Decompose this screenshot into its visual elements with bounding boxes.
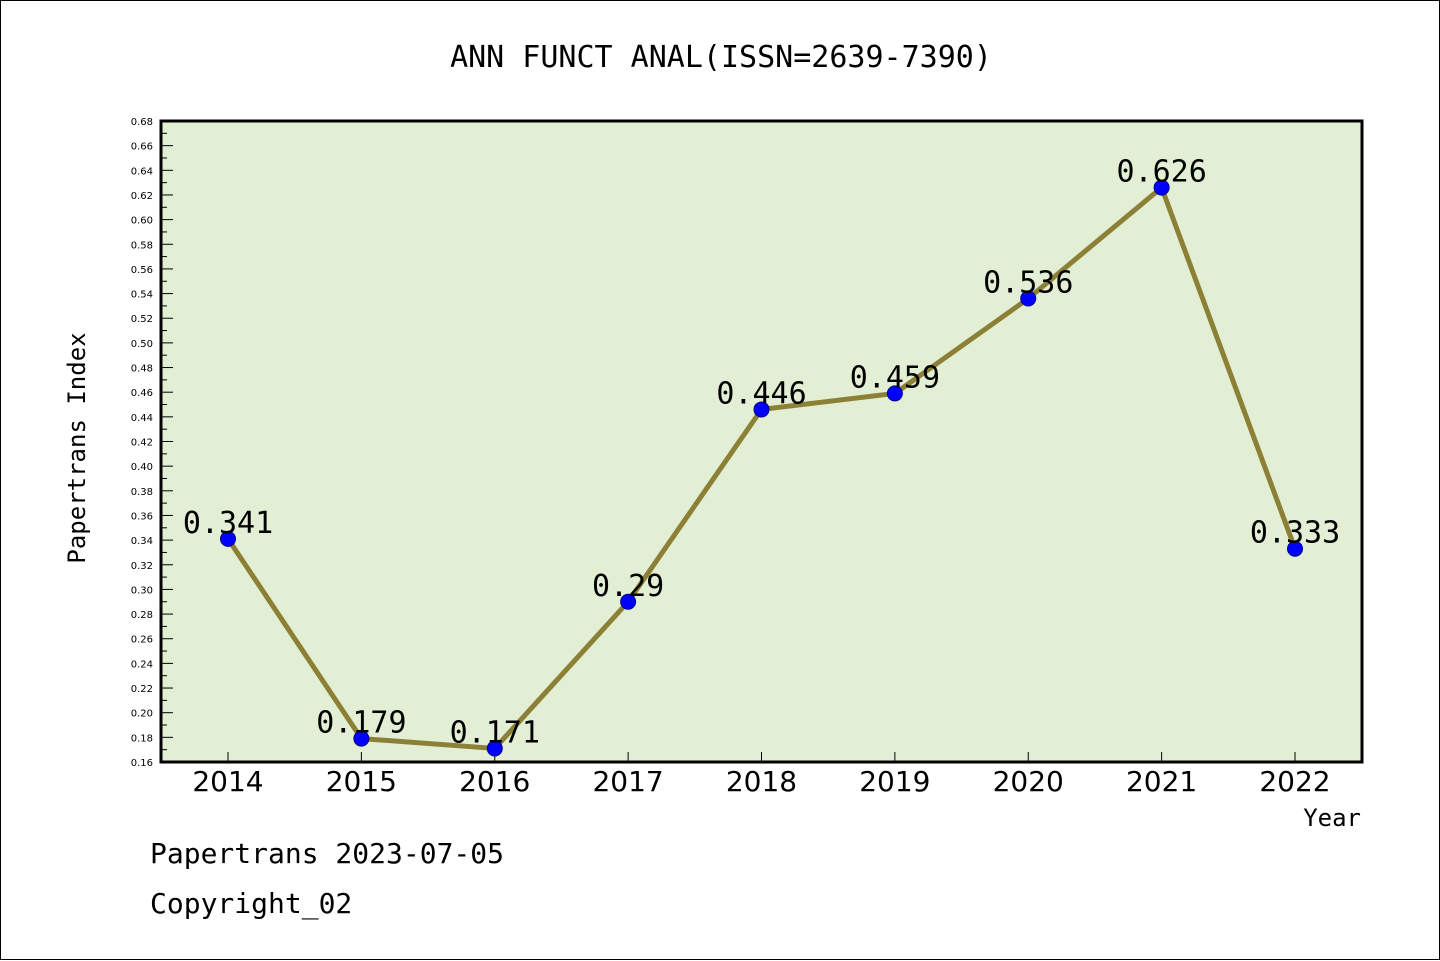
y-tick-label: 0.40 xyxy=(131,462,153,473)
data-point xyxy=(1020,290,1037,307)
y-tick-label: 0.34 xyxy=(131,536,153,547)
data-point xyxy=(1153,179,1170,196)
y-tick-label: 0.38 xyxy=(131,487,153,498)
x-tick-label: 2020 xyxy=(993,765,1064,798)
data-label: 0.536 xyxy=(983,266,1073,301)
y-tick-label: 0.16 xyxy=(131,758,153,769)
data-point xyxy=(1287,540,1303,557)
data-point xyxy=(620,593,637,610)
y-tick-label: 0.56 xyxy=(131,265,153,276)
x-tick-label: 2016 xyxy=(459,765,530,798)
y-axis-label: Papertrans Index xyxy=(63,332,91,563)
series-group: 0.341 0.179 0.171 0.29 0.446 0.459 0.536 0.626 0… xyxy=(183,155,1340,757)
data-label: 0.446 xyxy=(716,376,806,411)
y-tick-label: 0.36 xyxy=(131,511,153,522)
plot-border xyxy=(159,119,1364,764)
y-tick-label: 0.48 xyxy=(131,364,153,375)
y-tick-label: 0.66 xyxy=(131,142,153,153)
y-tick-label: 0.30 xyxy=(131,585,153,596)
footer-copyright-text: Copyright_02 xyxy=(150,887,353,920)
y-axis: 0.16 0.18 0.20 0.22 0.24 0.26 0.28 0.30 0.32 0.34… xyxy=(131,117,173,769)
y-tick-label: 0.52 xyxy=(131,314,153,325)
y-tick-label: 0.22 xyxy=(131,684,153,695)
x-tick-label: 2015 xyxy=(326,765,397,798)
data-point xyxy=(753,401,770,418)
y-tick-label: 0.60 xyxy=(131,216,153,227)
plot-area xyxy=(161,121,1362,762)
data-label: 0.341 xyxy=(183,506,273,541)
data-label: 0.459 xyxy=(850,360,940,395)
y-tick-label: 0.68 xyxy=(131,117,153,128)
y-tick-label: 0.26 xyxy=(131,635,153,646)
data-point xyxy=(220,530,236,547)
x-tick-label: 2019 xyxy=(859,765,930,798)
x-tick-label: 2021 xyxy=(1126,765,1197,798)
y-tick-label: 0.32 xyxy=(131,561,153,572)
x-axis-label: Year xyxy=(1303,804,1361,832)
chart-title: ANN FUNCT ANAL(ISSN=2639-7390) xyxy=(450,40,992,75)
y-tick-label: 0.50 xyxy=(131,339,153,350)
x-axis: 2014 2015 2016 2017 2018 2019 2020 2021 2022 xyxy=(192,752,1331,798)
x-tick-label: 2018 xyxy=(726,765,797,798)
x-tick-label: 2014 xyxy=(192,765,263,798)
y-tick-label: 0.62 xyxy=(131,191,153,202)
data-label: 0.626 xyxy=(1116,155,1206,190)
y-tick-label: 0.58 xyxy=(131,240,153,251)
data-label: 0.179 xyxy=(316,706,406,741)
y-tick-label: 0.54 xyxy=(131,290,153,301)
y-tick-label: 0.42 xyxy=(131,438,153,449)
footer-date-text: Papertrans 2023-07-05 xyxy=(150,837,505,870)
data-point xyxy=(886,385,903,402)
data-label: 0.29 xyxy=(592,569,664,604)
data-label: 0.333 xyxy=(1250,516,1340,551)
y-tick-label: 0.24 xyxy=(131,659,153,670)
y-tick-label: 0.44 xyxy=(131,413,153,424)
x-tick-label: 2022 xyxy=(1259,765,1330,798)
data-label: 0.171 xyxy=(450,715,540,750)
x-tick-label: 2017 xyxy=(592,765,663,798)
data-point xyxy=(353,730,370,747)
y-tick-label: 0.46 xyxy=(131,388,153,399)
y-tick-label: 0.28 xyxy=(131,610,153,621)
y-tick-label: 0.64 xyxy=(131,166,153,177)
data-point xyxy=(486,740,503,757)
y-tick-label: 0.20 xyxy=(131,709,153,720)
y-tick-label: 0.18 xyxy=(131,733,153,744)
